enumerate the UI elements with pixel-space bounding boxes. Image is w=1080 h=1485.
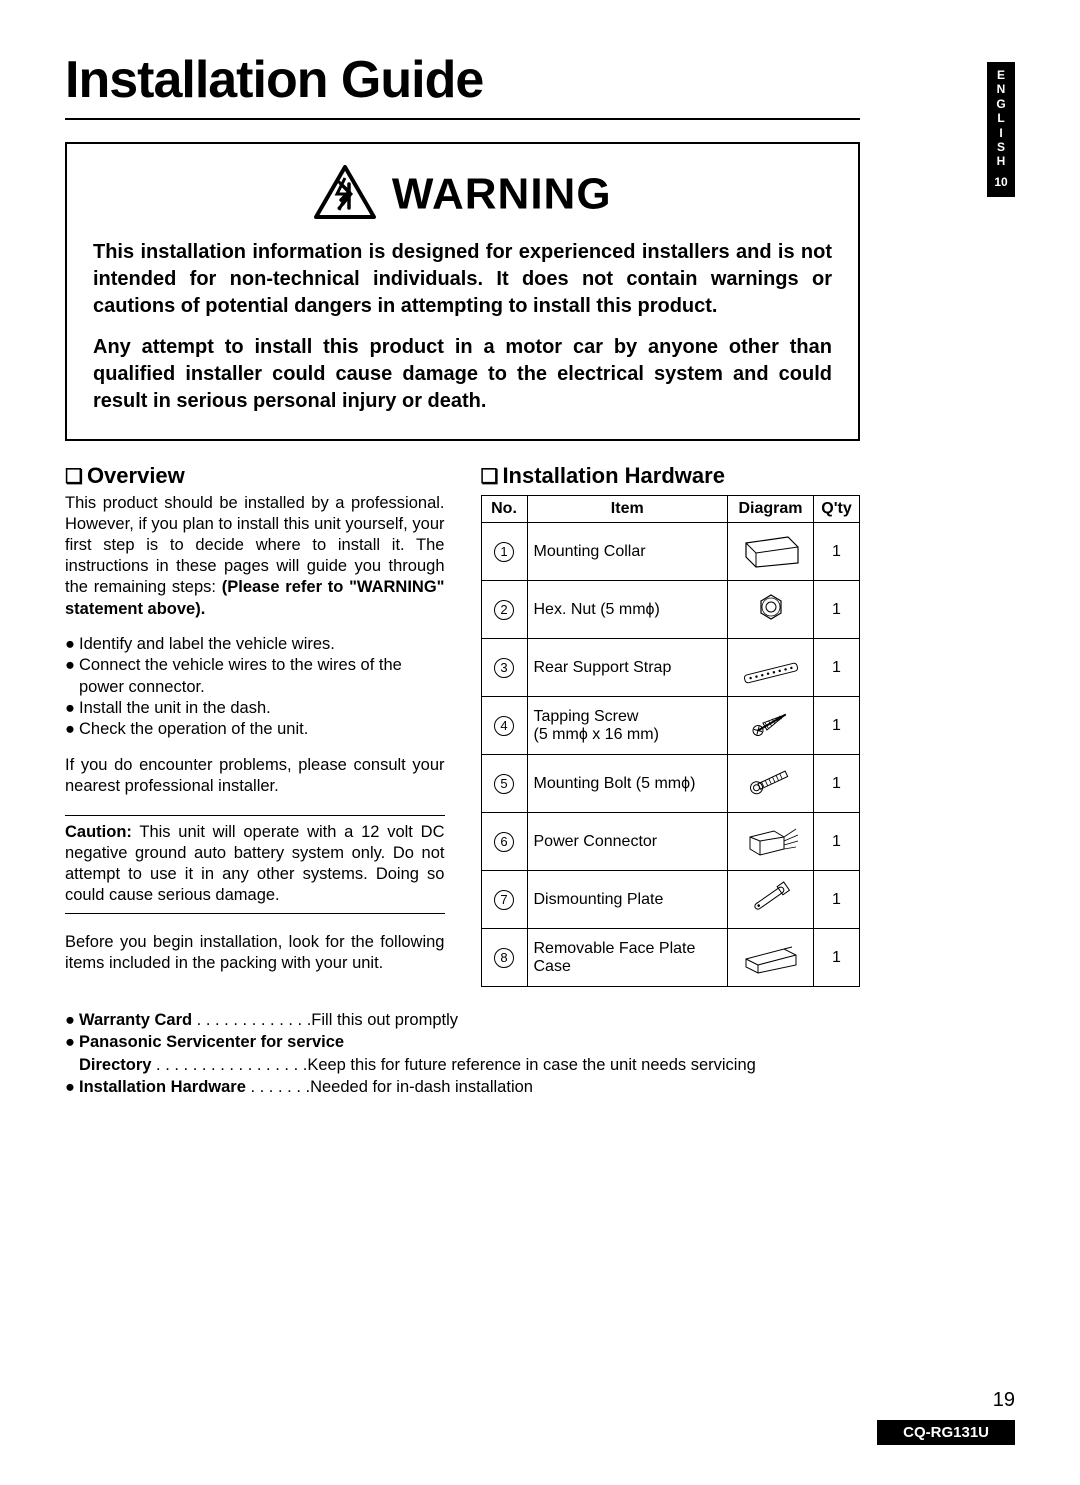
overview-column: ❏Overview This product should be install…: [65, 463, 445, 987]
warning-triangle-icon: [313, 164, 377, 225]
hw-item: Hex. Nut (5 mmϕ): [527, 581, 728, 639]
side-tab-page: 10: [993, 175, 1009, 189]
table-row: 1Mounting Collar1: [481, 523, 860, 581]
col-diagram: Diagram: [728, 496, 814, 523]
hw-diagram: [728, 697, 814, 755]
model-code-tab: CQ-RG131U: [877, 1420, 1015, 1445]
hw-no: 5: [481, 755, 527, 813]
language-side-tab: ENGLISH 10: [987, 62, 1015, 197]
packing-item: ●Warranty Card . . . . . . . . . . . . .…: [65, 1009, 860, 1031]
hw-item: Tapping Screw(5 mmϕ x 16 mm): [527, 697, 728, 755]
title-underline: [65, 118, 860, 120]
overview-bullet: ●Identify and label the vehicle wires.: [65, 634, 445, 655]
warning-paragraph-1: This installation information is designe…: [93, 239, 832, 320]
hw-no: 8: [481, 929, 527, 987]
hardware-column: ❏Installation Hardware No. Item Diagram …: [481, 463, 861, 987]
col-qty: Q'ty: [814, 496, 860, 523]
table-row: 7Dismounting Plate 1: [481, 871, 860, 929]
table-row: 5Mounting Bolt (5 mmϕ) 1: [481, 755, 860, 813]
hardware-table: No. Item Diagram Q'ty 1Mounting Collar12…: [481, 495, 861, 987]
hw-diagram: [728, 639, 814, 697]
before-begin-text: Before you begin installation, look for …: [65, 932, 445, 974]
packing-item: ●Panasonic Servicenter for service: [65, 1031, 860, 1053]
hw-qty: 1: [814, 871, 860, 929]
hw-item: Mounting Bolt (5 mmϕ): [527, 755, 728, 813]
hw-item: Power Connector: [527, 813, 728, 871]
overview-heading: ❏Overview: [65, 463, 445, 489]
overview-bullet: ●Install the unit in the dash.: [65, 698, 445, 719]
overview-bullet: ●Connect the vehicle wires to the wires …: [65, 655, 445, 698]
table-row: 6Power Connector 1: [481, 813, 860, 871]
hw-qty: 1: [814, 581, 860, 639]
warning-word: WARNING: [392, 170, 612, 219]
table-row: 8Removable Face Plate Case 1: [481, 929, 860, 987]
page-footer: 19 CQ-RG131U: [65, 1389, 1015, 1445]
hw-item: Rear Support Strap: [527, 639, 728, 697]
warning-heading: WARNING: [93, 164, 832, 225]
hw-no: 6: [481, 813, 527, 871]
overview-intro: This product should be installed by a pr…: [65, 493, 445, 620]
hw-item: Removable Face Plate Case: [527, 929, 728, 987]
packing-item: Directory . . . . . . . . . . . . . . . …: [65, 1054, 860, 1076]
overview-bullet-list: ●Identify and label the vehicle wires.●C…: [65, 634, 445, 741]
hw-no: 2: [481, 581, 527, 639]
packing-item-list: ●Warranty Card . . . . . . . . . . . . .…: [65, 1009, 860, 1098]
overview-bullet: ●Check the operation of the unit.: [65, 719, 445, 740]
hw-qty: 1: [814, 813, 860, 871]
table-row: 3Rear Support Strap 1: [481, 639, 860, 697]
hw-no: 1: [481, 523, 527, 581]
hw-no: 7: [481, 871, 527, 929]
table-row: 4Tapping Screw(5 mmϕ x 16 mm) 1: [481, 697, 860, 755]
hw-qty: 1: [814, 523, 860, 581]
hw-no: 3: [481, 639, 527, 697]
page-number: 19: [65, 1389, 1015, 1412]
hw-diagram: [728, 813, 814, 871]
hw-item: Mounting Collar: [527, 523, 728, 581]
col-no: No.: [481, 496, 527, 523]
hw-no: 4: [481, 697, 527, 755]
warning-paragraph-2: Any attempt to install this product in a…: [93, 334, 832, 415]
hw-qty: 1: [814, 755, 860, 813]
hardware-heading: ❏Installation Hardware: [481, 463, 861, 489]
caution-block: Caution: This unit will operate with a 1…: [65, 815, 445, 913]
warning-box: WARNING This installation information is…: [65, 142, 860, 441]
table-row: 2Hex. Nut (5 mmϕ) 1: [481, 581, 860, 639]
hw-diagram: [728, 523, 814, 581]
page-title: Installation Guide: [65, 50, 1015, 110]
hw-qty: 1: [814, 639, 860, 697]
col-item: Item: [527, 496, 728, 523]
hw-qty: 1: [814, 697, 860, 755]
hw-diagram: [728, 929, 814, 987]
hw-diagram: [728, 581, 814, 639]
hw-diagram: [728, 871, 814, 929]
hw-item: Dismounting Plate: [527, 871, 728, 929]
hw-diagram: [728, 755, 814, 813]
overview-after-bullets: If you do encounter problems, please con…: [65, 755, 445, 797]
packing-item: ●Installation Hardware . . . . . . .Need…: [65, 1076, 860, 1098]
hw-qty: 1: [814, 929, 860, 987]
